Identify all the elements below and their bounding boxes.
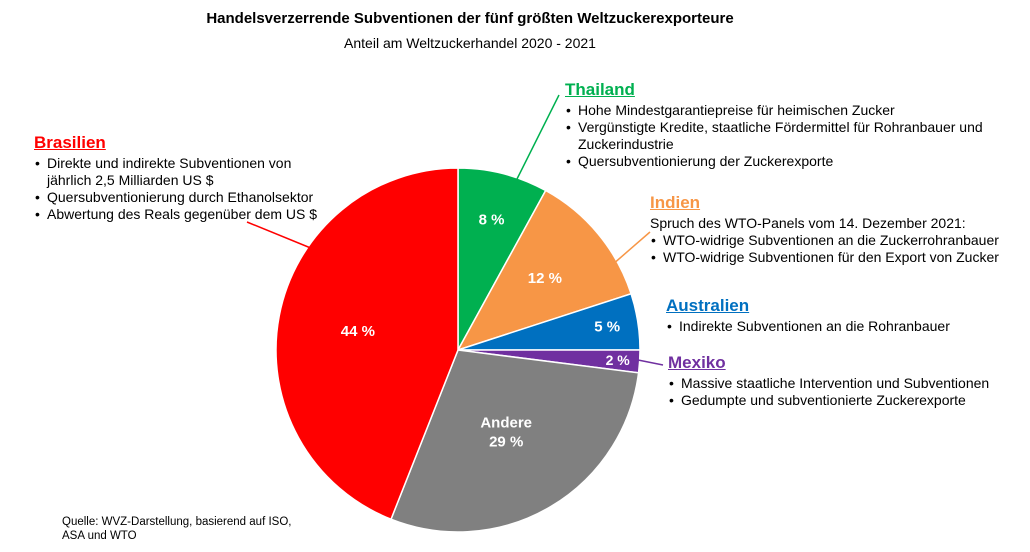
leader-line-brasilien — [246, 221, 319, 252]
bullet-brasilien-2: Quersubventionierung durch Ethanolsektor — [34, 189, 334, 206]
pie-slice-brasilien — [275, 167, 459, 521]
bullet-brasilien-3: Abwertung des Reals gegenüber dem US $ — [34, 206, 334, 223]
source-note: Quelle: WVZ-Darstellung, basierend auf I… — [62, 516, 292, 542]
country-name-brasilien: Brasilien — [34, 133, 106, 152]
annotation-brasilien: Brasilien Direkte und indirekte Subventi… — [34, 133, 334, 223]
slice-label-mexiko: 2 % — [606, 352, 631, 368]
pie-slice-thailand — [457, 167, 547, 351]
leader-line-indien — [611, 231, 651, 266]
country-name-indien: Indien — [650, 193, 701, 212]
country-name-mexiko: Mexiko — [668, 353, 726, 372]
chart-title: Handelsverzerrende Subventionen der fünf… — [206, 10, 734, 27]
annotation-indien: Indien Spruch des WTO-Panels vom 14. Dez… — [650, 193, 1028, 266]
annotation-mexiko: Mexiko Massive staatliche Intervention u… — [668, 353, 1028, 409]
bullet-brasilien-1: Direkte und indirekte Subventionen von j… — [34, 155, 334, 189]
country-name-australien: Australien — [666, 296, 750, 315]
slice-label-andere: Andere 29 % — [480, 415, 532, 451]
slice-label-indien: 12 % — [528, 270, 562, 287]
bullet-thailand-3: Quersubventionierung der Zuckerexporte — [565, 153, 1005, 170]
chart-subtitle: Anteil am Weltzuckerhandel 2020 - 2021 — [344, 35, 596, 51]
bullet-australien-1: Indirekte Subventionen an die Rohranbaue… — [666, 318, 1006, 335]
bullet-mexiko-2: Gedumpte und subventionierte Zuckerexpor… — [668, 392, 1028, 409]
slice-label-australien: 5 % — [594, 318, 620, 335]
bullet-indien-2: WTO-widrige Subventionen für den Export … — [650, 249, 1028, 266]
bullet-thailand-2: Vergünstigte Kredite, staatliche Förderm… — [565, 119, 1005, 153]
bullet-indien-1: WTO-widrige Subventionen an die Zuckerro… — [650, 232, 1028, 249]
annotation-australien: Australien Indirekte Subventionen an die… — [666, 296, 1006, 335]
annotation-thailand: Thailand Hohe Mindestgarantiepreise für … — [565, 80, 1005, 170]
bullet-mexiko-1: Massive staatliche Intervention und Subv… — [668, 375, 1028, 392]
leader-line-thailand — [514, 94, 560, 184]
bullet-thailand-1: Hohe Mindestgarantiepreise für heimische… — [565, 102, 1005, 119]
slice-label-thailand: 8 % — [479, 212, 505, 229]
indien-intro: Spruch des WTO-Panels vom 14. Dezember 2… — [650, 215, 966, 231]
country-name-thailand: Thailand — [565, 80, 635, 99]
slice-label-brasilien: 44 % — [341, 323, 375, 340]
pie-slice-andere — [390, 349, 640, 533]
leader-line-mexiko — [637, 359, 664, 366]
pie-slice-indien — [456, 189, 633, 352]
